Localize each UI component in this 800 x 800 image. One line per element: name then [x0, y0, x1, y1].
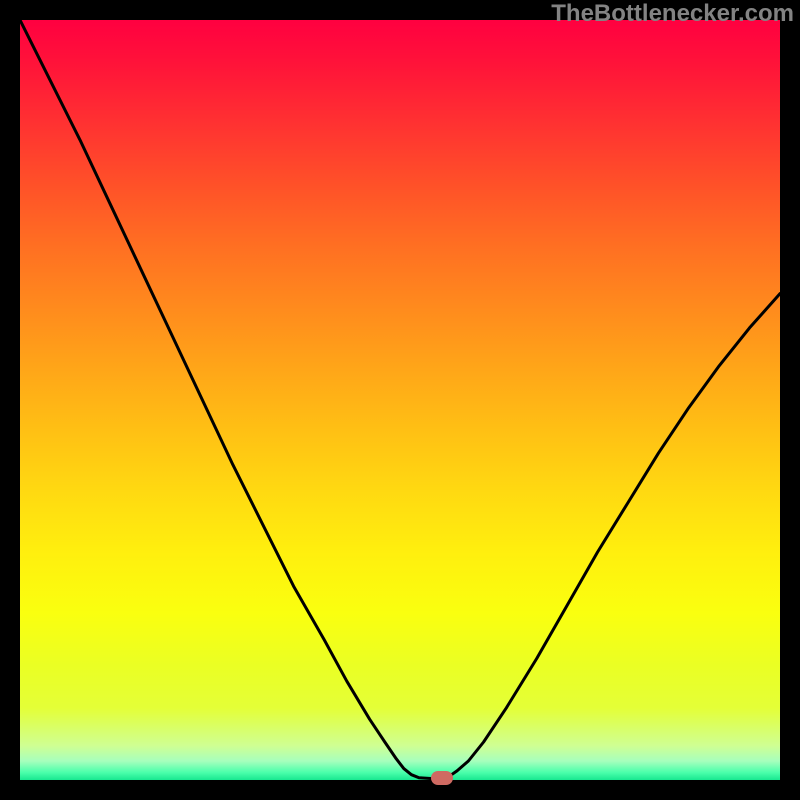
optimum-marker [431, 771, 453, 785]
gradient-background [20, 20, 780, 780]
plot-svg [20, 20, 780, 780]
chart-root: TheBottlenecker.com [0, 0, 800, 800]
plot-area [20, 20, 780, 780]
watermark-text: TheBottlenecker.com [551, 0, 794, 28]
